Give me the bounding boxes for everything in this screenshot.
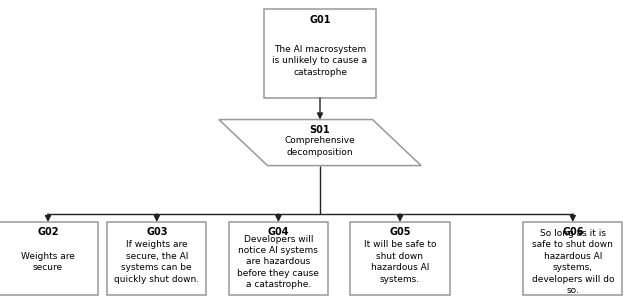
- Text: Comprehensive
decomposition: Comprehensive decomposition: [285, 136, 355, 157]
- Bar: [229, 222, 328, 295]
- Bar: [0, 222, 97, 295]
- Bar: [351, 222, 450, 295]
- Text: It will be safe to
shut down
hazardous AI
systems.: It will be safe to shut down hazardous A…: [364, 240, 436, 284]
- Polygon shape: [219, 119, 421, 166]
- Text: S01: S01: [310, 125, 330, 135]
- Bar: [107, 222, 206, 295]
- Text: G04: G04: [268, 228, 289, 237]
- Text: G06: G06: [562, 228, 584, 237]
- Text: G03: G03: [146, 228, 168, 237]
- Text: The AI macrosystem
is unlikely to cause a
catastrophe: The AI macrosystem is unlikely to cause …: [273, 45, 367, 77]
- Text: So long as it is
safe to shut down
hazardous AI
systems,
developers will do
so.: So long as it is safe to shut down hazar…: [532, 229, 614, 295]
- Text: G01: G01: [309, 15, 331, 25]
- Text: G02: G02: [37, 228, 59, 237]
- Text: G05: G05: [389, 228, 411, 237]
- Bar: [524, 222, 623, 295]
- Text: Developers will
notice AI systems
are hazardous
before they cause
a catastrophe.: Developers will notice AI systems are ha…: [237, 235, 319, 289]
- Bar: [264, 9, 376, 98]
- Text: Weights are
secure: Weights are secure: [21, 252, 75, 272]
- Text: If weights are
secure, the AI
systems can be
quickly shut down.: If weights are secure, the AI systems ca…: [114, 240, 200, 284]
